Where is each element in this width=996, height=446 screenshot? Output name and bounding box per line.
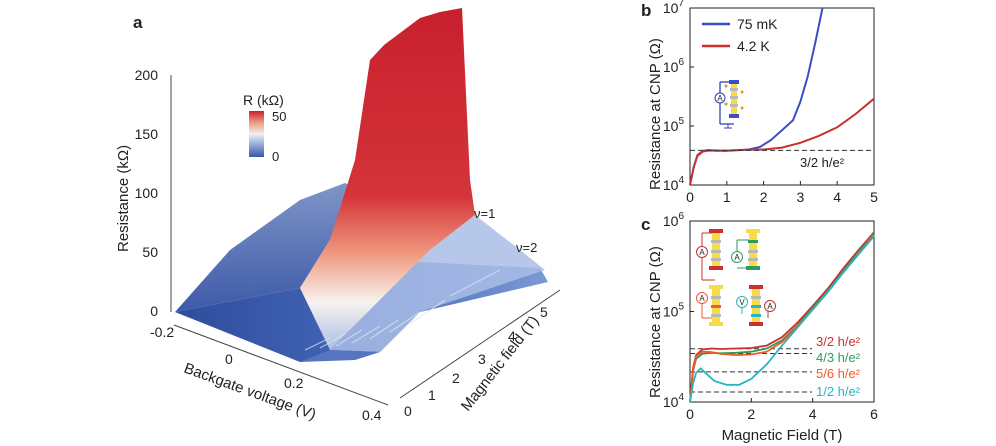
- y-tick-label: 104: [663, 392, 685, 410]
- ammeter-icon: A: [764, 300, 776, 312]
- y-tick-label: 4: [508, 328, 516, 344]
- svg-text:A: A: [734, 253, 740, 262]
- x-tick-label: 0: [686, 189, 694, 205]
- hall-bar-device-icon: [736, 229, 760, 270]
- colorbar-tick-label: 50: [272, 109, 286, 124]
- series-line-42k: [689, 97, 875, 186]
- panel-c: c Resistance at CNP (Ω) Magnetic Field (…: [641, 211, 878, 444]
- panel-c-series: [689, 231, 875, 403]
- voltmeter-icon: V: [736, 296, 748, 308]
- y-tick-label: 105: [663, 302, 685, 320]
- reference-label: 1/2 h/e²: [816, 384, 861, 399]
- y-tick-label: 2: [452, 370, 460, 386]
- x-tick-label: 0: [686, 406, 694, 422]
- x-tick-label: 4: [809, 406, 817, 422]
- panel-b-frame: [689, 7, 875, 186]
- y-tick-label: 105: [663, 116, 685, 134]
- hall-bar-device-icon: [719, 80, 744, 129]
- y-axis-line: [399, 289, 561, 399]
- x-tick-label: 0: [225, 351, 233, 367]
- x-axis-label: Backgate voltage (V): [182, 360, 319, 424]
- x-tick-label: 4: [833, 189, 841, 205]
- colorbar-tick-label: 0: [272, 149, 279, 164]
- panel-b-series: [689, 7, 875, 186]
- ammeter-icon: A: [731, 251, 743, 263]
- y-tick-label: 1: [428, 387, 436, 403]
- surface-ripples: [304, 269, 501, 351]
- nu-1-annotation: ν=1: [474, 206, 495, 221]
- panel-b-reference-label: 3/2 h/e²: [800, 155, 845, 170]
- hall-bar-device-icon: [701, 285, 723, 326]
- reference-label: 3/2 h/e²: [816, 334, 861, 349]
- y-tick-label: 0: [404, 403, 412, 419]
- panel-c-y-axis-label: Resistance at CNP (Ω): [647, 246, 664, 398]
- y-tick-label: 107: [663, 0, 685, 16]
- reference-label: 4/3 h/e²: [816, 350, 861, 365]
- ammeter-icon: A: [696, 292, 708, 304]
- panel-b: b Resistance at CNP (Ω) 104 105 106 107 0 1 2…: [641, 0, 878, 205]
- z-tick-label: 200: [135, 67, 159, 83]
- svg-text:A: A: [767, 302, 773, 311]
- series-line: [689, 231, 875, 403]
- x-tick-label: 5: [870, 189, 878, 205]
- y-axis-label: Magnetic field (T): [458, 313, 543, 415]
- x-tick-label: 3: [797, 189, 805, 205]
- panel-a: a 200 150 100 50 0 Resistance (kΩ) ν=1 ν…: [115, 8, 561, 424]
- z-tick-label: 0: [150, 303, 158, 319]
- y-tick-label: 104: [663, 175, 685, 193]
- y-tick-label: 3: [478, 351, 486, 367]
- y-tick-label: 5: [540, 304, 548, 320]
- nu-2-annotation: ν=2: [516, 240, 537, 255]
- colorbar: [249, 111, 264, 157]
- z-tick-label: 150: [135, 126, 159, 142]
- colorbar-label: R (kΩ): [243, 92, 284, 108]
- panel-c-reference-lines: 3/2 h/e²4/3 h/e²5/6 h/e² 1/2 h/e²: [690, 334, 861, 399]
- panel-b-y-ticks: 104 105 106 107: [663, 0, 694, 193]
- x-tick-label: 0.2: [284, 375, 304, 391]
- hall-bar-device-icon: [701, 229, 723, 281]
- panel-a-label: a: [133, 13, 143, 32]
- x-tick-label: -0.2: [150, 324, 174, 340]
- x-tick-label: 2: [747, 406, 755, 422]
- surface-shoulder: [330, 215, 545, 352]
- series-line: [689, 235, 875, 403]
- panel-c-x-axis-label: Magnetic Field (T): [722, 427, 843, 444]
- x-axis-line: [173, 324, 389, 406]
- svg-text:V: V: [739, 298, 745, 307]
- y-tick-label: 106: [663, 211, 685, 229]
- surface-ridge: [300, 8, 475, 350]
- x-tick-label: 6: [870, 406, 878, 422]
- x-tick-label: 0.4: [362, 407, 382, 423]
- surface-hump: [175, 183, 360, 312]
- z-tick-label: 100: [135, 185, 159, 201]
- legend-label-75mk: 75 mK: [737, 16, 778, 32]
- panel-b-label: b: [641, 1, 651, 20]
- svg-text:A: A: [699, 294, 705, 303]
- x-tick-label: 1: [723, 189, 731, 205]
- z-axis-label: Resistance (kΩ): [115, 145, 132, 252]
- ammeter-icon: A: [714, 92, 726, 104]
- legend-label-42k: 4.2 K: [737, 38, 770, 54]
- reference-label: 5/6 h/e²: [816, 366, 861, 381]
- ammeter-icon: A: [696, 246, 708, 258]
- z-tick-label: 50: [142, 244, 158, 260]
- panel-c-y-ticks: 104 105 106: [663, 211, 694, 410]
- svg-text:A: A: [699, 248, 705, 257]
- panel-b-y-axis-label: Resistance at CNP (Ω): [647, 38, 664, 190]
- x-tick-label: 2: [760, 189, 768, 205]
- surface-front: [300, 350, 380, 362]
- panel-c-label: c: [641, 215, 650, 234]
- y-tick-label: 106: [663, 57, 685, 75]
- svg-text:A: A: [717, 94, 723, 103]
